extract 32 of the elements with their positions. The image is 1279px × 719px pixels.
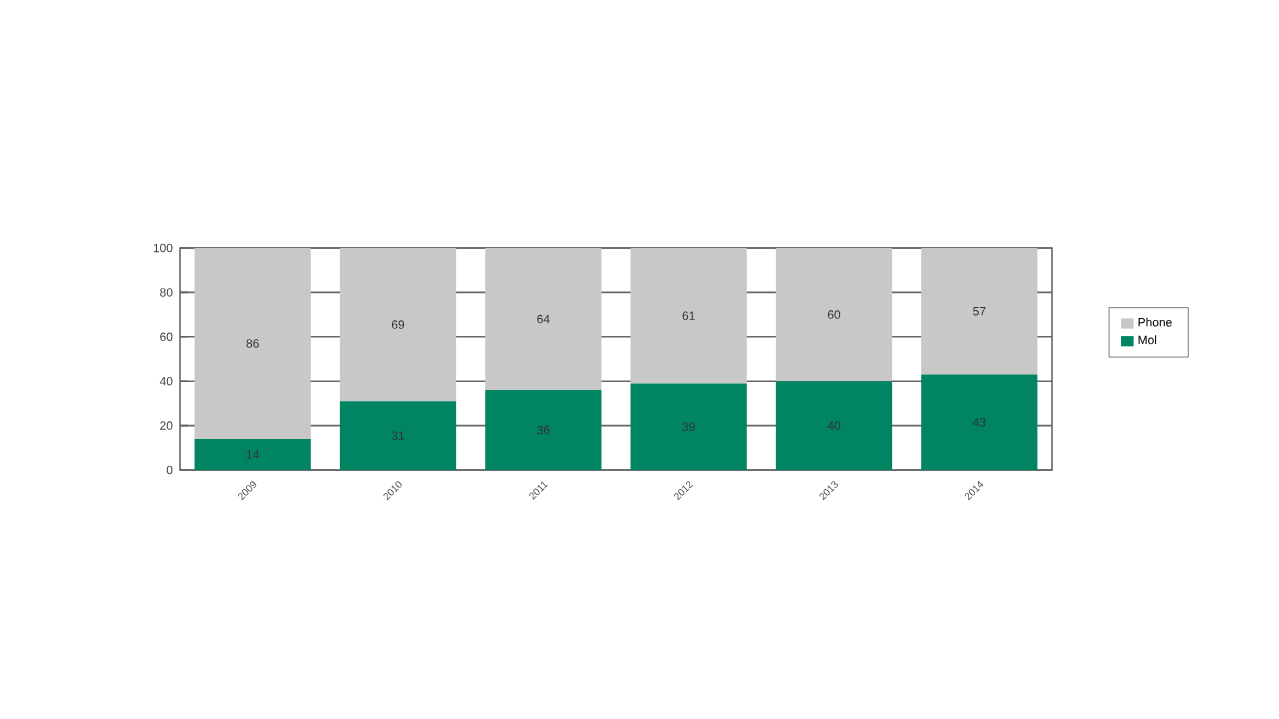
bar [485,390,602,470]
bar [775,248,893,382]
y-tick-label: 100 [153,243,173,253]
bar [194,248,311,439]
data-label: 39 [682,422,695,431]
data-label: 69 [391,320,405,329]
bar [339,248,457,402]
bar [194,438,311,470]
data-label: 14 [246,450,259,459]
data-label: 40 [827,421,841,430]
bar [630,248,747,384]
y-tick-label: 20 [160,421,173,430]
data-label: 43 [972,418,986,427]
y-tick-label: 60 [160,332,173,342]
data-label: 57 [973,307,986,316]
bar [921,374,1038,470]
bar [921,248,1038,375]
data-label: 60 [827,310,841,319]
y-tick-label: 40 [159,376,173,386]
data-label: 31 [391,431,405,440]
bar [485,248,602,391]
data-label: 86 [246,339,259,348]
data-label: 61 [682,311,695,320]
data-label: 36 [537,425,550,435]
bar [339,401,457,470]
bar [775,381,893,470]
legend-label: Phone [1138,317,1172,327]
legend-label: Mol [1138,335,1157,345]
y-tick-label: 80 [160,288,173,297]
data-label: 64 [537,314,550,324]
bar [630,383,747,470]
y-tick-label: 0 [166,465,173,475]
